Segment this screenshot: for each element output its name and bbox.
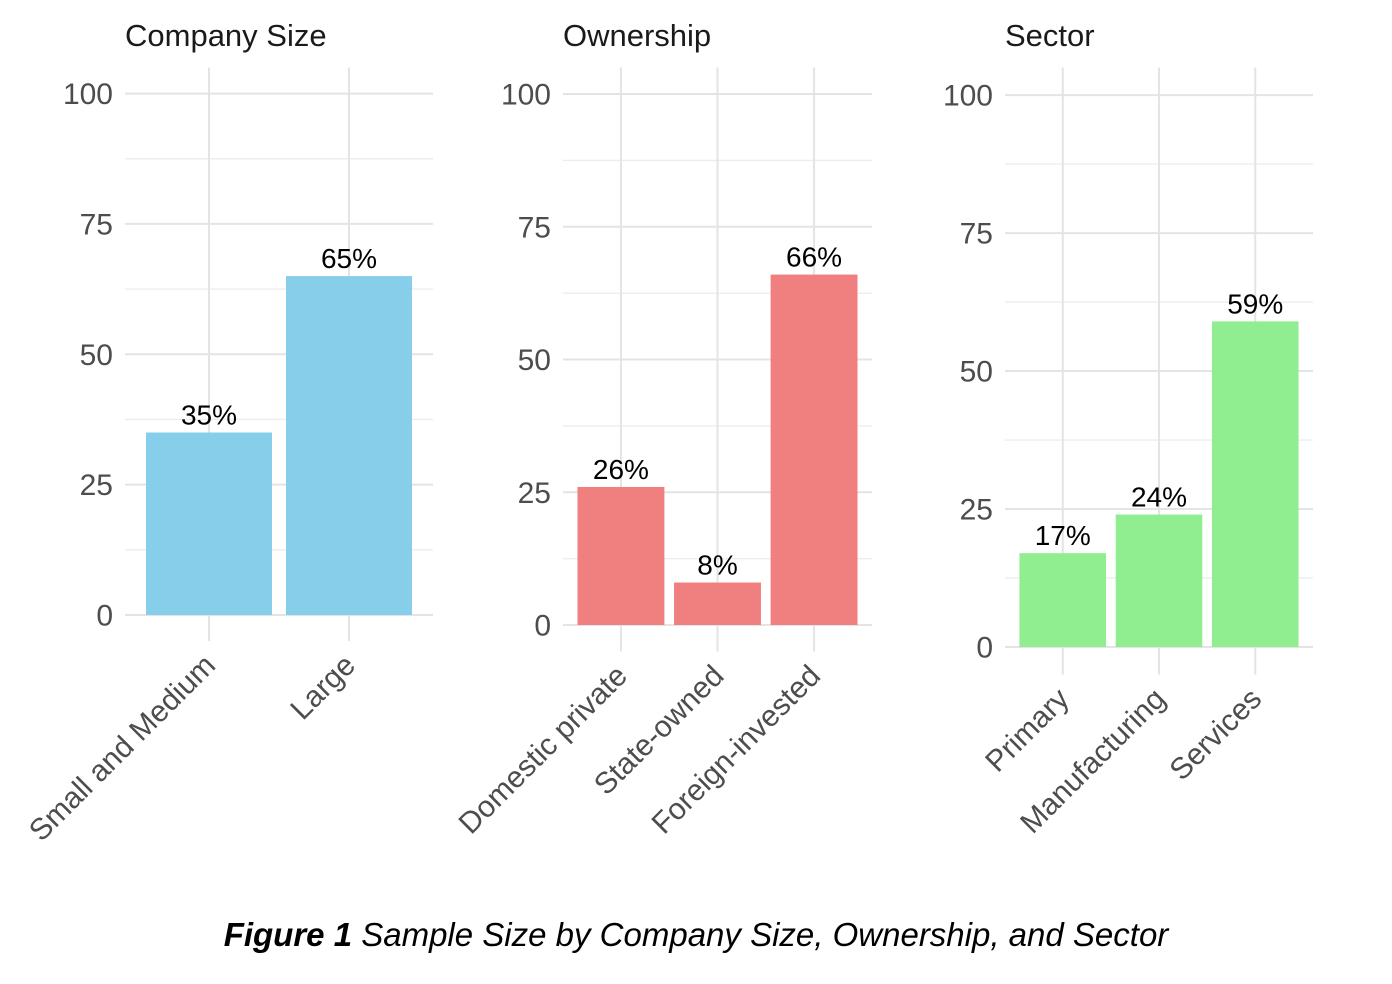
figure-caption: Figure 1 Sample Size by Company Size, Ow… — [0, 916, 1392, 954]
y-tick-label: 75 — [518, 211, 551, 244]
bar-value-label: 24% — [1131, 482, 1187, 513]
y-tick-label: 25 — [518, 477, 551, 510]
y-tick-label: 75 — [960, 218, 993, 251]
bar — [1019, 553, 1107, 647]
y-tick-label: 100 — [943, 80, 993, 113]
bar-value-label: 65% — [321, 243, 377, 274]
y-tick-label: 50 — [80, 339, 113, 372]
bar — [577, 486, 665, 625]
bar — [1115, 514, 1203, 647]
x-category-label: Primary — [979, 682, 1075, 778]
y-tick-label: 50 — [960, 356, 993, 389]
bar-value-label: 17% — [1035, 520, 1091, 551]
bar-value-label: 8% — [697, 550, 737, 581]
y-tick-label: 0 — [976, 632, 993, 665]
bar-value-label: 59% — [1227, 288, 1283, 319]
charts-canvas: 35% 65% 0 25 50 75 100 Small and Medium Large Com… — [23, 18, 1313, 848]
panel-title: Sector — [1005, 18, 1095, 53]
panel-title: Ownership — [563, 18, 711, 53]
bar — [1211, 321, 1299, 647]
y-tick-label: 75 — [80, 208, 113, 241]
x-category-label: Small and Medium — [23, 649, 222, 848]
y-tick-label: 50 — [518, 344, 551, 377]
figure-caption-label: Figure 1 — [223, 916, 353, 953]
bar — [770, 274, 858, 625]
bar — [286, 276, 412, 615]
y-tick-label: 25 — [960, 494, 993, 527]
panel-title: Company Size — [125, 18, 327, 53]
x-category-label: Foreign-invested — [646, 659, 827, 840]
bar — [674, 582, 761, 625]
x-category-label: Domestic private — [453, 659, 634, 840]
bar — [146, 432, 272, 615]
bar-value-label: 66% — [786, 242, 842, 273]
x-category-label: Services — [1164, 682, 1269, 787]
y-tick-label: 25 — [80, 469, 113, 502]
bar-value-label: 35% — [181, 400, 237, 431]
y-tick-label: 0 — [534, 610, 551, 643]
y-tick-label: 100 — [501, 79, 551, 112]
bar-value-label: 26% — [593, 454, 649, 485]
x-category-label: Large — [284, 649, 362, 727]
figure-caption-text: Sample Size by Company Size, Ownership, … — [352, 916, 1169, 953]
y-tick-label: 100 — [63, 78, 113, 111]
y-tick-label: 0 — [96, 600, 113, 633]
